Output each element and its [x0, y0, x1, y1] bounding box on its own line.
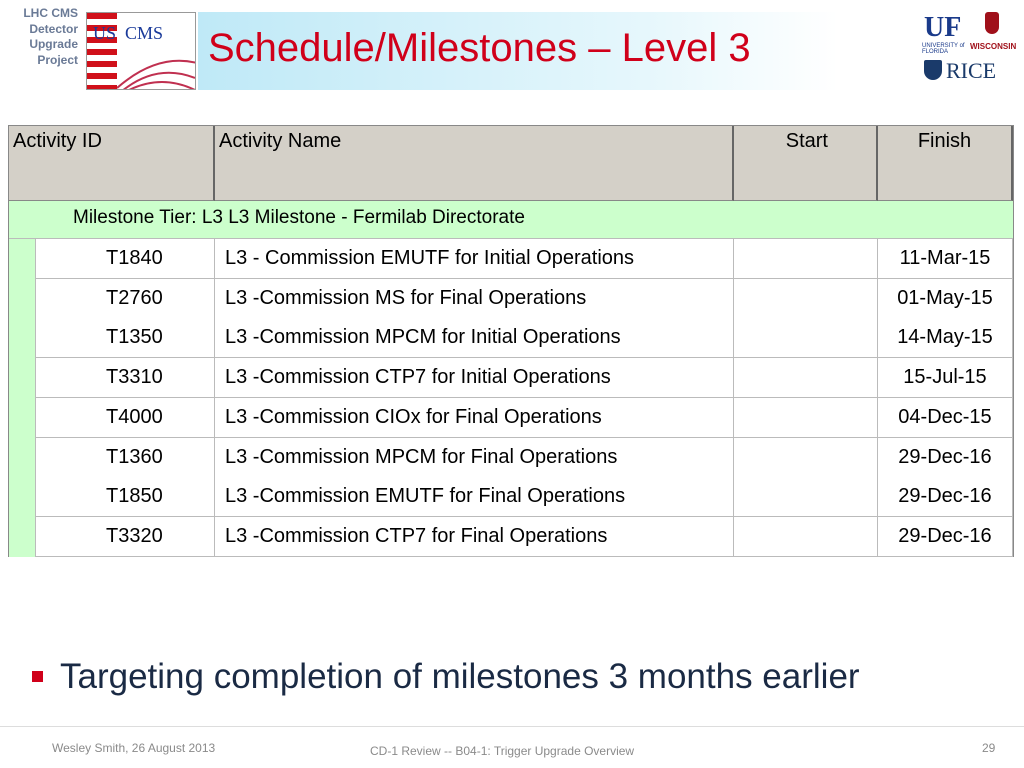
- schedule-table: Activity ID Activity Name Start Finish Miles…: [8, 125, 1014, 557]
- start-cell: [734, 397, 878, 438]
- logo-swirl: [117, 59, 195, 89]
- activity-id: T1350: [35, 318, 215, 359]
- activity-name: L3 -Commission MPCM for Final Operations: [215, 437, 734, 478]
- activity-name: L3 -Commission CTP7 for Final Operations: [215, 516, 734, 557]
- bullet-text: Targeting completion of milestones 3 mon…: [60, 657, 860, 696]
- bullet-marker: [32, 671, 43, 682]
- column-header: Activity Name: [215, 126, 734, 201]
- start-cell: [734, 516, 878, 557]
- footer-center: CD-1 Review -- B04-1: Trigger Upgrade Ov…: [370, 744, 635, 758]
- org-line: Upgrade: [29, 37, 78, 51]
- finish-cell: 29-Dec-16: [878, 516, 1013, 557]
- slide-title: Schedule/Milestones – Level 3: [208, 26, 751, 70]
- start-cell: [734, 278, 878, 319]
- activity-name: L3 -Commission CTP7 for Initial Operatio…: [215, 358, 734, 399]
- activity-name: L3 -Commission MS for Final Operations: [215, 278, 734, 319]
- column-header: Activity ID: [9, 126, 215, 201]
- flag-stripes: [87, 13, 117, 89]
- finish-cell: 11-Mar-15: [878, 239, 1013, 279]
- org-label: LHC CMS Detector Upgrade Project: [4, 6, 78, 68]
- wisconsin-crest: [985, 12, 999, 34]
- finish-cell: 29-Dec-16: [878, 477, 1013, 518]
- activity-name: L3 - Commission EMUTF for Initial Operat…: [215, 239, 734, 279]
- rice-logo: RICE: [946, 58, 997, 83]
- logo-text: US: [93, 23, 117, 43]
- activity-id: T1850: [35, 477, 215, 518]
- footer-rule: [0, 726, 1024, 727]
- activity-name: L3 -Commission EMUTF for Final Operation…: [215, 477, 734, 518]
- activity-id: T4000: [35, 397, 215, 438]
- org-line: Detector: [29, 21, 78, 36]
- org-line: Project: [37, 52, 78, 67]
- activity-id: T3310: [35, 358, 215, 399]
- uf-logo: UF: [924, 12, 962, 43]
- column-header: Start: [734, 126, 878, 201]
- footer-left: Wesley Smith, 26 August 2013: [52, 741, 216, 755]
- activity-id: T2760: [35, 278, 215, 319]
- finish-cell: 29-Dec-16: [878, 437, 1013, 478]
- logo-text: CMS: [125, 23, 164, 43]
- uf-subtext: UNIVERSITY of FLORIDA: [922, 43, 965, 55]
- page-number: 29: [982, 741, 996, 755]
- activity-name: L3 -Commission CIOx for Final Operations: [215, 397, 734, 438]
- rice-crest: [924, 60, 942, 80]
- org-line: LHC CMS: [23, 6, 78, 20]
- column-header: Finish: [878, 126, 1013, 201]
- title-bar: [198, 12, 838, 90]
- finish-cell: 15-Jul-15: [878, 358, 1013, 399]
- start-cell: [734, 318, 878, 359]
- indent-strip: [9, 239, 35, 557]
- activity-id: T3320: [35, 516, 215, 557]
- start-cell: [734, 477, 878, 518]
- group-row: Milestone Tier: L3 L3 Milestone - Fermil…: [9, 201, 1013, 239]
- activity-id: T1840: [35, 239, 215, 279]
- start-cell: [734, 358, 878, 399]
- activity-id: T1360: [35, 437, 215, 478]
- finish-cell: 04-Dec-15: [878, 397, 1013, 438]
- wisconsin-logo: WISCONSIN: [970, 42, 1017, 51]
- start-cell: [734, 239, 878, 279]
- finish-cell: 01-May-15: [878, 278, 1013, 319]
- finish-cell: 14-May-15: [878, 318, 1013, 359]
- activity-name: L3 -Commission MPCM for Initial Operatio…: [215, 318, 734, 359]
- uscms-logo: US CMS: [86, 12, 196, 90]
- start-cell: [734, 437, 878, 478]
